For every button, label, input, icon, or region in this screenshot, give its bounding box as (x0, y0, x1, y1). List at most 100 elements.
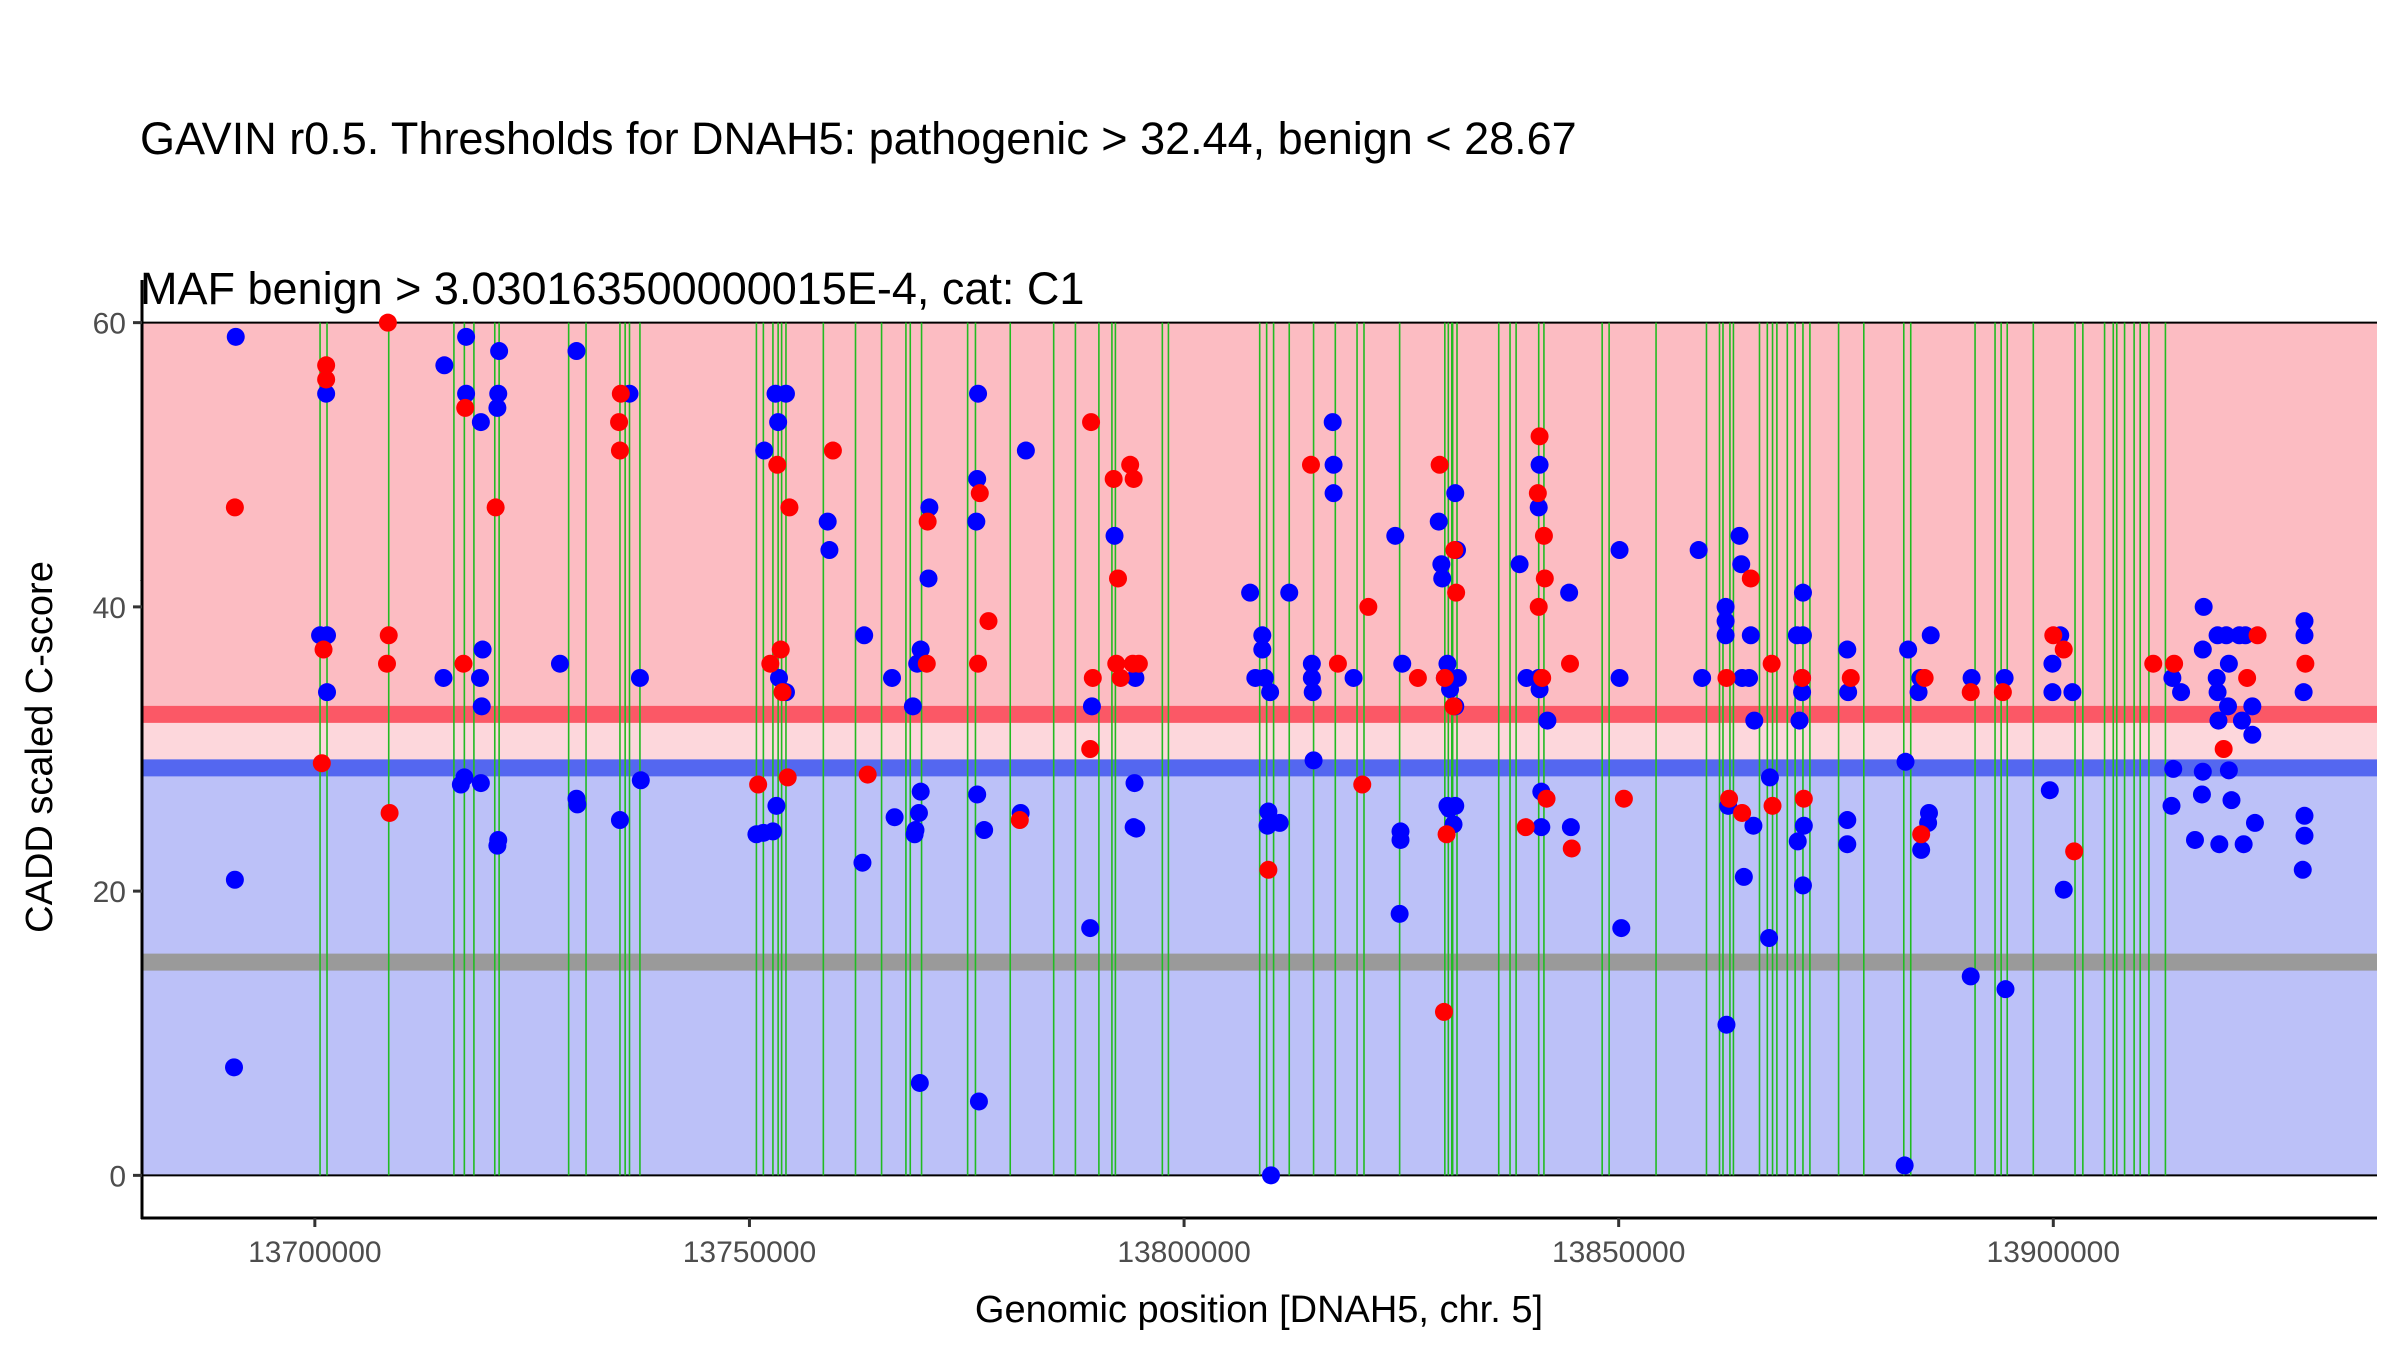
gnomad-point (1323, 413, 1342, 432)
gnomad-point (1961, 967, 1980, 986)
gnomad-point (1744, 816, 1763, 835)
clinvar-point (1733, 803, 1752, 822)
clinvar-point (1793, 668, 1812, 687)
title-line-2: MAF benign > 3.030163500000015E-4, cat: … (140, 263, 1085, 314)
clinvar-point (2238, 668, 2257, 687)
clinvar-point (1107, 654, 1126, 673)
clinvar-point (1434, 1002, 1453, 1021)
gnomad-point (1429, 512, 1448, 531)
clinvar-point (1121, 455, 1140, 474)
gnomad-point (1390, 904, 1409, 923)
clinvar-point (1259, 860, 1278, 879)
gnomad-point (2054, 880, 2073, 899)
y-tick-label: 0 (109, 1160, 126, 1193)
clinvar-point (780, 498, 799, 517)
clinvar-point (1535, 569, 1554, 588)
clinvar-point (858, 765, 877, 784)
clinvar-point (1534, 526, 1553, 545)
gnomad-point (1241, 583, 1260, 602)
gnomad-point (1510, 555, 1529, 574)
gnomad-point (2232, 711, 2251, 730)
gnomad-point (2217, 626, 2236, 645)
gnomad-point (1716, 626, 1735, 645)
gnomad-point (2172, 683, 2191, 702)
clinvar-point (768, 455, 787, 474)
clinvar-point (1010, 811, 1029, 830)
gnomad-point (1716, 597, 1735, 616)
clinvar-point (1111, 668, 1130, 687)
gnomad-point (2207, 668, 2226, 687)
clinvar-point (2248, 626, 2267, 645)
clinvar-point (456, 398, 475, 417)
x-tick-label: 13750000 (683, 1236, 816, 1269)
gnomad-point (1734, 867, 1753, 886)
y-axis-title: CADD scaled C-score (19, 561, 61, 933)
gnomad-point (1432, 555, 1451, 574)
clinvar-point (1104, 469, 1123, 488)
gnomad-point (2295, 612, 2314, 631)
clinvar-point (486, 498, 505, 517)
clinvar-point (918, 512, 937, 531)
gnomad-point (2295, 626, 2314, 645)
clinvar-point (317, 370, 336, 389)
gnomad-point (1610, 668, 1629, 687)
gnomad-point (911, 640, 930, 659)
gnomad-point (472, 697, 491, 716)
gnomad-point (2040, 781, 2059, 800)
clinvar-point (2296, 654, 2315, 673)
exon-lines (319, 322, 2167, 1176)
gnomad-point (1105, 526, 1124, 545)
gnomad-point (1082, 697, 1101, 716)
gnomad-point (435, 356, 454, 375)
gnomad-point (1745, 711, 1764, 730)
gnomad-point (1081, 919, 1100, 938)
gnomad-point (1693, 668, 1712, 687)
clinvar-point (771, 640, 790, 659)
gnomad-point (568, 795, 587, 814)
clinvar-point (1083, 668, 1102, 687)
clinvar-point (317, 356, 336, 375)
gnomad-point (2193, 640, 2212, 659)
clinvar-point (1359, 597, 1378, 616)
gnomad-point (1255, 668, 1274, 687)
gnomad-point (1438, 654, 1457, 673)
gnomad-point (1448, 668, 1467, 687)
gnomad-point (1790, 711, 1809, 730)
clinvar-point (1437, 825, 1456, 844)
gnomad-point (1896, 752, 1915, 771)
clinvar-point (1614, 789, 1633, 808)
gnomad-point (550, 654, 569, 673)
gnomad-point (490, 342, 509, 361)
gnomad-point (2163, 668, 2182, 687)
gnomad-point (2222, 791, 2241, 810)
gnomad-point (818, 512, 837, 531)
gnomad-point (1909, 683, 1928, 702)
gnomad-point (1716, 612, 1735, 631)
gnomad-point (969, 1092, 988, 1111)
clinvar-point (1528, 484, 1547, 503)
clinvar-point (379, 626, 398, 645)
gnomad-point (2194, 597, 2213, 616)
gnomad-point (1261, 1166, 1280, 1185)
gnomad-point (471, 413, 490, 432)
gnomad-point (1732, 555, 1751, 574)
gnomad-point (2209, 711, 2228, 730)
gnomad-point (1921, 626, 1940, 645)
clinvar-point (2065, 842, 2084, 861)
gnomad-point (489, 384, 508, 403)
gnomad-point (1996, 980, 2015, 999)
gnomad-point (2243, 725, 2262, 744)
gnomad-point (967, 512, 986, 531)
gnomad-point (769, 413, 788, 432)
gnomad-point (1794, 816, 1813, 835)
clinvar-point (1082, 413, 1101, 432)
clinvar-point (2144, 654, 2163, 673)
gnomad-point (1433, 569, 1452, 588)
gnomad-point (2185, 830, 2204, 849)
gnomad-point (1995, 668, 2014, 687)
gnomad-point (2210, 835, 2229, 854)
clinvar-point (749, 775, 768, 794)
clinvar-point (1561, 654, 1580, 673)
clinvar-point (1533, 668, 1552, 687)
gnomad-point (2043, 654, 2062, 673)
